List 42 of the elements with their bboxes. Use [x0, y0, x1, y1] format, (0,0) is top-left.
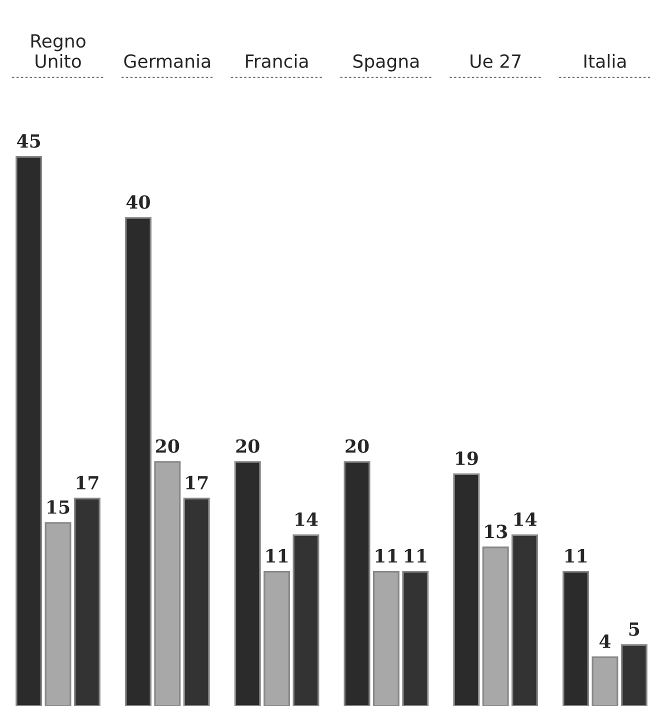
- bar: [402, 570, 429, 706]
- bar: [512, 534, 538, 706]
- x-tick-label: Francia: [246, 54, 308, 68]
- data-label: 11: [405, 549, 426, 562]
- bar: [234, 461, 261, 706]
- bar: [292, 534, 320, 706]
- x-tick-label: Ue 27: [470, 54, 521, 68]
- x-tick-label: Spagna: [353, 54, 419, 72]
- bar: [620, 644, 648, 706]
- data-label: 20: [236, 439, 260, 453]
- x-tick-label: Germania: [124, 54, 210, 68]
- data-label: 20: [156, 439, 180, 453]
- data-label: 13: [485, 524, 507, 538]
- data-label: 11: [565, 549, 587, 562]
- bar: [125, 217, 152, 706]
- data-label: 4: [599, 634, 611, 648]
- data-label: 17: [186, 476, 208, 490]
- bar: [372, 570, 400, 706]
- x-tick-label: Italia: [584, 54, 626, 68]
- bar: [44, 522, 72, 706]
- data-label: 11: [266, 549, 288, 562]
- bar: [453, 473, 480, 706]
- data-label: 14: [514, 512, 537, 526]
- bar: [482, 546, 509, 706]
- bar: [154, 461, 181, 706]
- data-label: 20: [346, 439, 369, 453]
- data-label: 40: [126, 195, 150, 209]
- data-label: 17: [76, 476, 98, 490]
- bar: [16, 156, 42, 706]
- data-label: 45: [17, 134, 40, 148]
- bar: [264, 570, 290, 706]
- bar: [183, 498, 210, 706]
- bar: [74, 498, 100, 706]
- bar: [592, 656, 618, 706]
- data-label: 14: [296, 512, 318, 526]
- data-label: 15: [48, 500, 70, 514]
- bar: [562, 570, 590, 706]
- x-tick-label: Regno Unito: [31, 34, 86, 68]
- bar: [344, 461, 370, 706]
- data-label: 19: [456, 451, 478, 466]
- data-label: 11: [376, 549, 397, 562]
- data-label: 5: [629, 622, 640, 636]
